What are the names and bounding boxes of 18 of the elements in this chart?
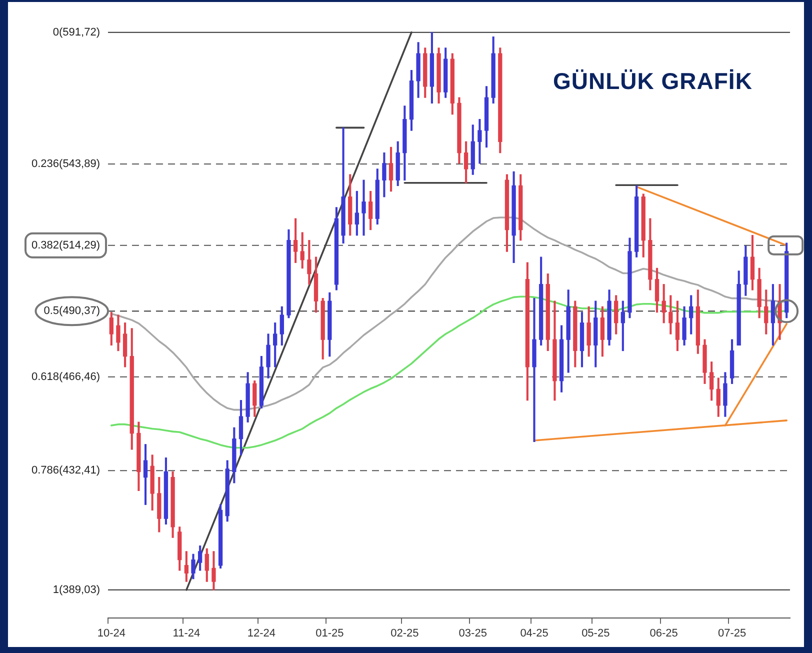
x-tick-label: 04-25	[520, 627, 548, 640]
x-tick-label: 11-24	[172, 627, 200, 640]
x-tick-label: 03-25	[458, 627, 487, 640]
text: 0(591,72)	[52, 26, 100, 38]
text: 0.618(466,46)	[32, 370, 100, 383]
x-tick-label: 02-25	[390, 627, 419, 640]
x-tick-label: 10-24	[97, 627, 126, 640]
x-tick-label: 01-25	[316, 627, 344, 640]
text: 1(389,03)	[52, 584, 100, 596]
text: 0.236(543,89)	[32, 158, 100, 170]
x-tick-label: 05-25	[582, 627, 610, 640]
text: GÜNLÜK GRAFİK	[553, 68, 752, 95]
x-tick-label: 07-25	[718, 627, 746, 640]
text: 0.786(432,41)	[32, 464, 100, 477]
text: 0.382(514,29)	[32, 239, 100, 252]
x-tick-label: 12-24	[247, 627, 276, 640]
text: 0.5(490,37)	[44, 305, 100, 318]
x-tick-label: 06-25	[650, 627, 678, 640]
